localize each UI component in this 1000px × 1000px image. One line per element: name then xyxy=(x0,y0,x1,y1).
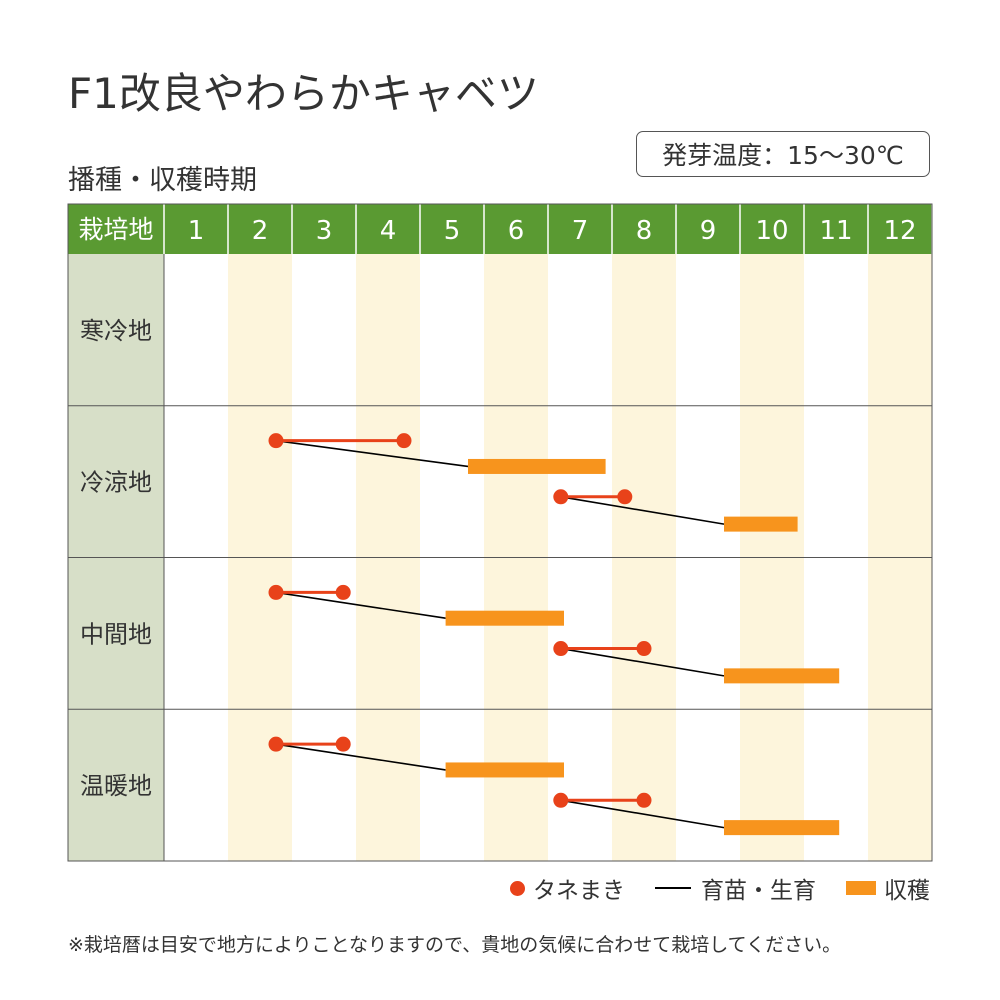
header-label: 栽培地 xyxy=(78,215,153,244)
month-label: 8 xyxy=(636,216,653,246)
month-label: 3 xyxy=(316,216,333,246)
month-label: 9 xyxy=(700,216,717,246)
growing-line xyxy=(275,439,469,468)
sowing-end-point xyxy=(636,792,652,808)
legend-item-growing: 育苗・生育 xyxy=(655,871,816,905)
harvest-bar xyxy=(445,762,564,778)
sowing-end-point xyxy=(636,641,652,657)
month-label: 7 xyxy=(572,216,589,246)
growing-line xyxy=(560,799,725,829)
sowing-start-point xyxy=(268,433,284,449)
legend-item-harvest: 収穫 xyxy=(846,871,930,905)
sowing-end-point xyxy=(396,433,412,449)
sowing-end-point xyxy=(617,489,633,505)
sowing-dot-icon xyxy=(510,880,525,896)
legend-label-growing: 育苗・生育 xyxy=(701,878,816,904)
region-label: 寒冷地 xyxy=(80,317,152,345)
legend-label-harvest: 収穫 xyxy=(884,878,930,904)
legend-label-sowing: タネまき xyxy=(533,878,625,904)
month-label: 6 xyxy=(508,216,525,246)
footnote: ※栽培暦は目安で地方によりことなりますので、貴地の気候に合わせて栽培してください… xyxy=(68,934,842,956)
sowing-end-point xyxy=(335,584,351,600)
harvest-bar xyxy=(445,610,564,626)
chart-subtitle: 播種・収穫時期 xyxy=(68,165,257,196)
page-title: F1改良やわらかキャベツ xyxy=(68,69,539,118)
harvest-bar xyxy=(724,820,840,836)
growing-line xyxy=(560,647,725,677)
chart-legend: タネまき 育苗・生育 収穫 xyxy=(0,871,1000,904)
sowing-start-point xyxy=(553,792,569,808)
month-label: 12 xyxy=(883,216,916,246)
month-label: 10 xyxy=(755,216,788,246)
month-label: 5 xyxy=(444,216,461,246)
region-label: 冷涼地 xyxy=(80,469,152,497)
germination-temperature-badge: 発芽温度：15〜30℃ xyxy=(636,131,930,177)
month-label: 1 xyxy=(188,216,205,246)
sowing-start-point xyxy=(553,641,569,657)
harvest-bar-icon xyxy=(846,881,876,895)
harvest-bar xyxy=(724,668,840,684)
growing-line xyxy=(275,591,446,619)
sowing-end-point xyxy=(335,736,351,752)
sowing-start-point xyxy=(268,584,284,600)
header-bar xyxy=(68,204,932,254)
legend-item-sowing: タネまき xyxy=(510,871,625,905)
region-label: 温暖地 xyxy=(80,772,152,800)
month-label: 11 xyxy=(819,216,852,246)
month-label: 2 xyxy=(252,216,269,246)
harvest-bar xyxy=(468,458,606,474)
month-label: 4 xyxy=(380,216,397,246)
sowing-start-point xyxy=(553,489,569,505)
growing-line-icon xyxy=(655,887,691,889)
growing-line xyxy=(275,743,446,771)
growing-line xyxy=(560,496,725,525)
region-label: 中間地 xyxy=(80,620,152,648)
sowing-start-point xyxy=(268,736,284,752)
harvest-bar xyxy=(724,516,798,532)
table-border xyxy=(67,203,933,862)
